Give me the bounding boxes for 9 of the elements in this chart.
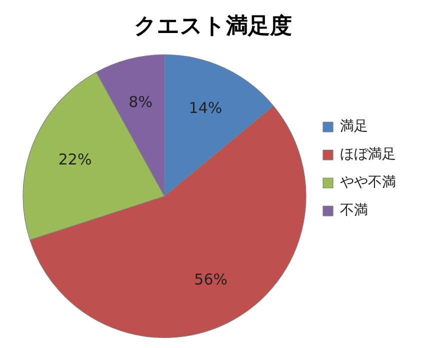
data-label: 22% — [58, 150, 92, 169]
data-label: 8% — [128, 92, 152, 111]
data-label: 14% — [188, 99, 222, 118]
chart-title: クエスト満足度 — [134, 12, 292, 39]
legend-label: ほぼ満足 — [340, 146, 396, 163]
legend-label: やや不満 — [340, 174, 396, 191]
data-label: 56% — [194, 270, 228, 288]
legend-label: 満足 — [340, 118, 368, 135]
legend-label: 不満 — [340, 202, 368, 219]
